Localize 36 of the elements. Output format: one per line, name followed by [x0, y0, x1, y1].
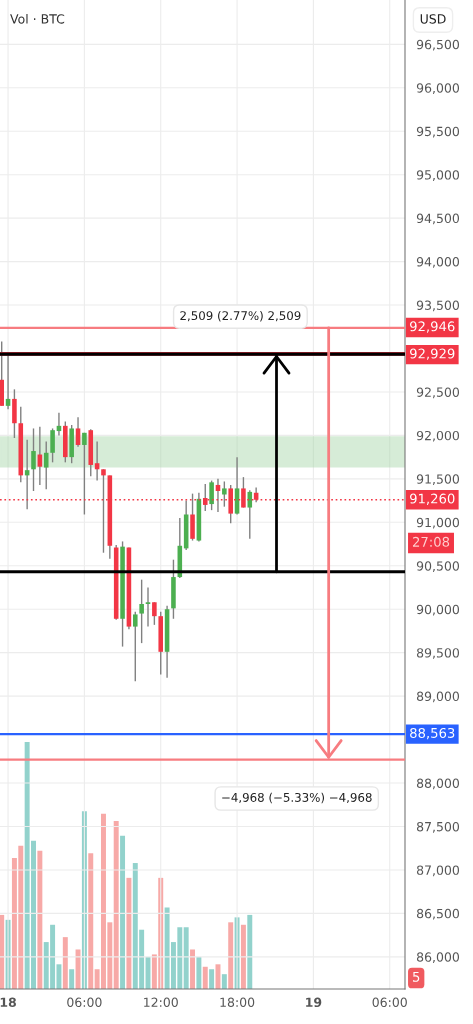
ref-line-label: 92,946: [410, 321, 455, 333]
y-tick-label: 90,000: [416, 604, 460, 616]
y-tick-label: 94,500: [416, 213, 460, 225]
y-tick-label: 94,000: [416, 257, 460, 268]
ref-line-label: 92,929: [410, 348, 455, 360]
y-tick-label: 92,500: [416, 387, 460, 399]
ref-line-label: 91,260: [410, 493, 455, 505]
y-tick-label: 90,500: [416, 561, 460, 572]
text: 5: [413, 972, 420, 982]
y-tick-label: 92,000: [416, 430, 460, 442]
y-tick-label: 93,500: [416, 300, 460, 312]
x-tick-label: 06:00: [372, 997, 407, 1008]
y-tick-label: 87,000: [416, 865, 460, 877]
annotation: 2,509 (2.77%) 2,509: [180, 310, 301, 322]
y-tick-label: 96,500: [416, 39, 460, 51]
x-tick-label: 18:00: [220, 997, 255, 1008]
y-tick-label: 88,000: [416, 778, 460, 790]
x-tick-label: 18: [0, 997, 16, 1008]
text: 27:08: [412, 536, 450, 547]
y-tick-label: 95,000: [416, 170, 460, 181]
x-tick-label: 06:00: [67, 997, 102, 1008]
annotation: −4,968 (−5.33%) −4,968: [222, 792, 372, 804]
y-tick-label: 86,500: [416, 908, 460, 920]
y-tick-label: 96,000: [416, 83, 460, 94]
y-tick-label: 91,000: [416, 517, 460, 529]
x-tick-label: 12:00: [144, 997, 178, 1008]
y-tick-label: 89,000: [416, 691, 460, 703]
x-tick-label: 19: [306, 997, 322, 1008]
y-axis-title: USD: [420, 14, 446, 24]
y-tick-label: 95,500: [416, 126, 460, 138]
y-tick-label: 89,500: [416, 648, 460, 659]
y-tick-label: 91,500: [416, 474, 460, 486]
y-tick-label: 87,500: [416, 821, 460, 833]
ref-line-label: 88,563: [410, 727, 455, 740]
chart-title: Vol · BTC: [10, 13, 65, 24]
y-tick-label: 86,000: [416, 952, 460, 964]
